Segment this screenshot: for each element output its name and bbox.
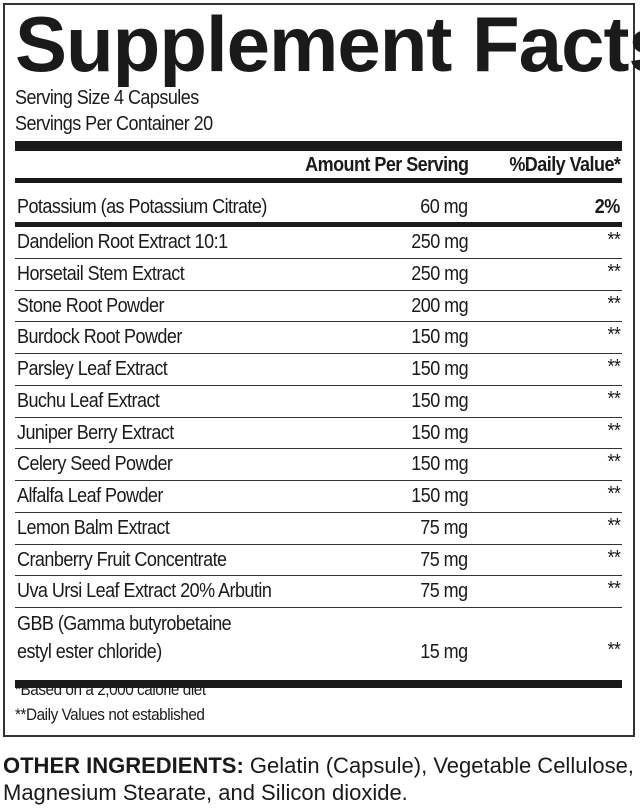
ingredient-row: Celery Seed Powder 150 mg **: [15, 449, 622, 481]
nutrient-dv: 2%: [595, 196, 620, 218]
ingredient-name: Stone Root Powder: [17, 294, 164, 317]
ingredient-dv: **: [607, 292, 620, 315]
ingredient-row: Dandelion Root Extract 10:1 250 mg **: [15, 227, 622, 259]
ingredient-row: Uva Ursi Leaf Extract 20% Arbutin 75 mg **: [15, 576, 622, 608]
ingredient-row-gbb: GBB (Gamma butyrobetaine estyl ester chl…: [15, 608, 622, 680]
ingredient-row: Horsetail Stem Extract 250 mg **: [15, 259, 622, 291]
ingredient-dv: **: [607, 387, 620, 410]
ingredient-name: Cranberry Fruit Concentrate: [17, 548, 227, 571]
ingredient-row: Parsley Leaf Extract 150 mg **: [15, 354, 622, 386]
ingredient-row: Buchu Leaf Extract 150 mg **: [15, 386, 622, 418]
ingredient-row: Juniper Berry Extract 150 mg **: [15, 418, 622, 450]
ingredient-amount: 75 mg: [420, 516, 469, 539]
ingredient-row: Burdock Root Powder 150 mg **: [15, 322, 622, 354]
ingredient-name: Burdock Root Powder: [17, 326, 182, 349]
ingredient-row: Alfalfa Leaf Powder 150 mg **: [15, 481, 622, 513]
footnote-daily-value: *Based on a 2,000 calorie diet: [15, 680, 206, 699]
ingredient-amount: 150 mg: [411, 485, 468, 507]
ingredient-name-line2: estyl ester chloride): [17, 641, 162, 663]
ingredient-dv: **: [607, 578, 620, 601]
other-ingredients: OTHER INGREDIENTS: Gelatin (Capsule), Ve…: [3, 752, 639, 806]
footnote-not-established: **Daily Values not established: [15, 705, 205, 724]
ingredient-amount: 200 mg: [411, 294, 468, 317]
ingredient-name: Juniper Berry Extract: [17, 421, 174, 444]
ingredient-name: Parsley Leaf Extract: [17, 358, 168, 380]
ingredient-dv: **: [607, 229, 620, 251]
nutrient-name: Potassium (as Potassium Citrate): [17, 196, 267, 218]
ingredient-amount: 15 mg: [420, 641, 469, 663]
ingredient-dv: **: [607, 639, 620, 661]
supplement-facts-panel: [3, 3, 635, 737]
ingredient-amount: 150 mg: [411, 326, 468, 349]
ingredient-name: Horsetail Stem Extract: [17, 262, 185, 285]
divider-thick: [15, 141, 622, 151]
ingredient-dv: **: [607, 324, 620, 347]
divider-medium: [15, 222, 622, 227]
servings-per-container: Servings Per Container 20: [15, 113, 213, 135]
amount-header: Amount Per Serving: [304, 154, 469, 176]
dv-header: %Daily Value*: [508, 154, 621, 176]
nutrient-row: Potassium (as Potassium Citrate) 60 mg 2…: [15, 183, 622, 222]
other-ingredients-text: Gelatin (Capsule), Vegetable Cellulose, …: [3, 753, 634, 805]
ingredient-amount: 150 mg: [411, 358, 468, 380]
panel-title: Supplement Facts: [15, 0, 640, 88]
ingredient-row: Stone Root Powder 200 mg **: [15, 291, 622, 323]
ingredient-name: Alfalfa Leaf Powder: [17, 485, 163, 507]
ingredient-amount: 150 mg: [411, 453, 468, 476]
ingredient-amount: 150 mg: [411, 421, 468, 444]
ingredient-name: Buchu Leaf Extract: [17, 389, 160, 412]
ingredient-row: Lemon Balm Extract 75 mg **: [15, 513, 622, 545]
ingredient-dv: **: [607, 514, 620, 537]
ingredient-amount: 250 mg: [411, 262, 468, 285]
ingredient-amount: 150 mg: [411, 389, 468, 412]
column-headers: Amount Per Serving %Daily Value*: [15, 151, 622, 178]
ingredient-dv: **: [607, 260, 620, 283]
ingredient-dv: **: [607, 419, 620, 442]
ingredient-row: Cranberry Fruit Concentrate 75 mg **: [15, 545, 622, 577]
ingredient-name: Dandelion Root Extract 10:1: [17, 231, 228, 253]
ingredient-name: Uva Ursi Leaf Extract 20% Arbutin: [17, 580, 272, 603]
ingredient-name-line1: GBB (Gamma butyrobetaine: [17, 613, 232, 635]
ingredient-dv: **: [607, 356, 620, 378]
divider-thick: [15, 680, 622, 688]
serving-size: Serving Size 4 Capsules: [15, 87, 199, 109]
ingredient-name: Celery Seed Powder: [17, 453, 173, 476]
ingredient-name: Lemon Balm Extract: [17, 516, 170, 539]
nutrient-amount: 60 mg: [420, 196, 469, 218]
ingredient-dv: **: [607, 483, 620, 505]
other-ingredients-label: OTHER INGREDIENTS:: [3, 753, 244, 778]
ingredient-dv: **: [607, 546, 620, 569]
ingredient-amount: 75 mg: [420, 548, 469, 571]
ingredient-dv: **: [607, 451, 620, 474]
ingredient-amount: 75 mg: [420, 580, 469, 603]
divider-medium: [15, 178, 622, 183]
ingredient-amount: 250 mg: [411, 231, 468, 253]
